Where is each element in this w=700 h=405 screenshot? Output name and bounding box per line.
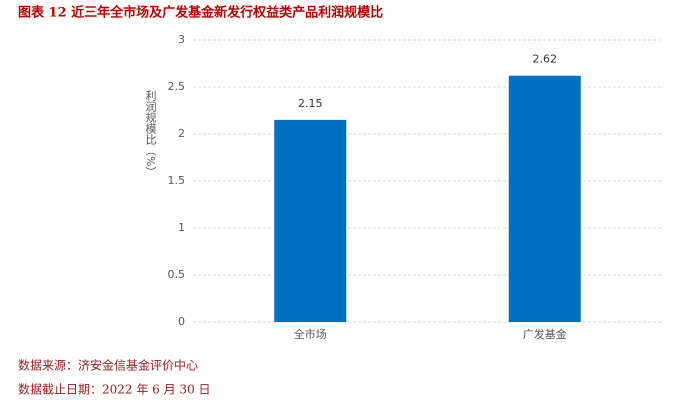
y-tick-label: 3 <box>178 33 185 46</box>
x-tick-label: 广发基金 <box>523 327 567 341</box>
date-note: 数据截止日期：2022 年 6 月 30 日 <box>18 382 211 397</box>
y-axis-label: 利润规模比（%） <box>144 90 157 178</box>
y-tick-label: 0.5 <box>168 268 186 281</box>
y-tick-label: 2 <box>178 127 185 140</box>
bar <box>274 119 347 323</box>
bar <box>508 75 581 322</box>
x-tick-label: 全市场 <box>294 327 327 341</box>
data-label: 2.15 <box>298 97 323 110</box>
y-tick-label: 0 <box>178 315 185 328</box>
source-note: 数据来源：济安金信基金评价中心 <box>18 358 198 373</box>
data-label: 2.62 <box>533 53 558 66</box>
y-tick-label: 2.5 <box>168 80 186 93</box>
y-tick-label: 1 <box>178 221 185 234</box>
chart-title: 图表 12 近三年全市场及广发基金新发行权益类产品利润规模比 <box>18 5 383 21</box>
y-tick-label: 1.5 <box>168 174 186 187</box>
